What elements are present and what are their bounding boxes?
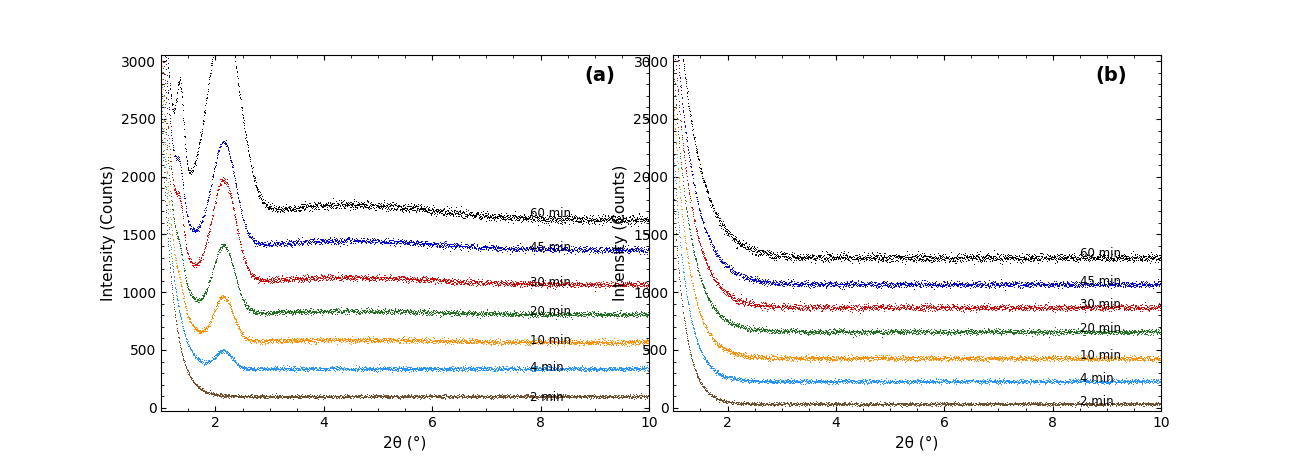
Y-axis label: Intensity (Counts): Intensity (Counts): [613, 165, 628, 302]
Text: (a): (a): [584, 66, 615, 85]
Text: 10 min: 10 min: [530, 334, 570, 347]
Text: 4 min: 4 min: [530, 361, 564, 374]
Text: 60 min: 60 min: [1080, 247, 1121, 260]
Text: 45 min: 45 min: [1080, 275, 1121, 288]
Text: 30 min: 30 min: [1080, 298, 1121, 311]
Text: 2 min: 2 min: [530, 391, 564, 404]
Text: 4 min: 4 min: [1080, 372, 1113, 385]
Y-axis label: Intensity (Counts): Intensity (Counts): [101, 165, 116, 302]
Text: 60 min: 60 min: [530, 207, 570, 220]
Text: 2 min: 2 min: [1080, 395, 1113, 408]
Text: 20 min: 20 min: [530, 305, 570, 318]
X-axis label: 2θ (°): 2θ (°): [895, 436, 939, 450]
Text: 45 min: 45 min: [530, 241, 570, 254]
Text: 20 min: 20 min: [1080, 322, 1121, 335]
Text: 10 min: 10 min: [1080, 349, 1121, 362]
X-axis label: 2θ (°): 2θ (°): [383, 436, 427, 450]
Text: (b): (b): [1095, 66, 1127, 85]
Text: 30 min: 30 min: [530, 276, 570, 289]
